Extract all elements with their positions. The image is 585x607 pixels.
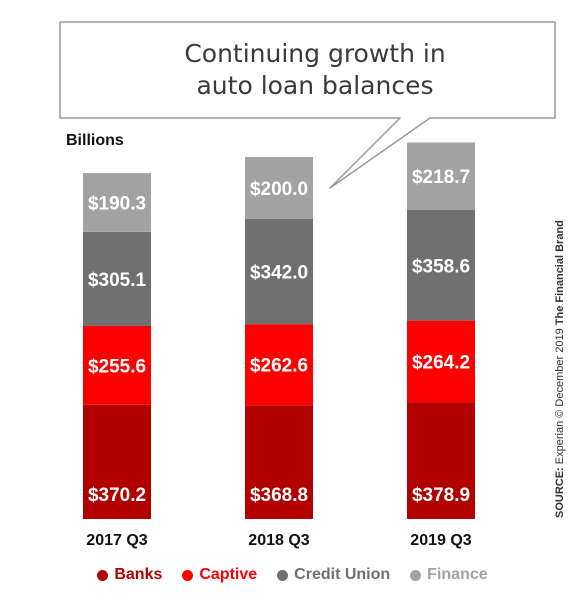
- bar-banks-2018-q3: [245, 405, 313, 519]
- data-label-finance-2018-q3: $200.0: [250, 179, 308, 200]
- bars-group: $370.2 $255.6 $305.1 $190.3 $368.8 $262.6 $342…: [83, 142, 475, 519]
- source-text: Experian © December 2019: [554, 325, 566, 468]
- bar-captive-2017-q3: [83, 325, 151, 405]
- x-tick-label: 2019 Q3: [410, 532, 471, 549]
- data-label-captive-2018-q3: $262.6: [250, 356, 308, 377]
- legend-item-credit-union: Credit Union: [277, 566, 390, 584]
- legend: Banks Captive Credit Union Finance: [0, 566, 585, 584]
- data-label-banks-2017-q3: $370.2: [88, 485, 146, 506]
- data-label-credit-union-2017-q3: $305.1: [88, 270, 147, 291]
- bar-captive-2018-q3: [245, 324, 313, 406]
- bar-credit-union-2017-q3: [83, 231, 151, 326]
- bar-banks-2019-q3: [407, 402, 475, 519]
- callout-bubble: [59, 21, 556, 189]
- bar-finance-2019-q3: [407, 142, 475, 210]
- callout-outline: [59, 21, 556, 189]
- bar-banks-2017-q3: [83, 404, 151, 519]
- legend-item-captive: Captive: [182, 566, 257, 584]
- data-label-finance-2019-q3: $218.7: [412, 167, 470, 188]
- x-tick-label: 2018 Q3: [248, 532, 309, 549]
- unit-label: Billions: [66, 132, 124, 149]
- data-label-credit-union-2018-q3: $342.0: [250, 262, 308, 283]
- legend-label: Banks: [114, 566, 163, 583]
- callout-text: Continuing growth in auto loan balances: [80, 38, 550, 102]
- x-tick-label: 2017 Q3: [86, 532, 147, 549]
- data-label-banks-2019-q3: $378.9: [412, 485, 470, 506]
- data-label-credit-union-2019-q3: $358.6: [412, 256, 470, 277]
- legend-dot-icon: [277, 569, 289, 581]
- legend-item-banks: Banks: [97, 566, 162, 584]
- legend-label: Credit Union: [294, 566, 391, 583]
- data-label-finance-2017-q3: $190.3: [88, 193, 146, 214]
- data-label-banks-2018-q3: $368.8: [250, 485, 308, 506]
- data-label-captive-2019-q3: $264.2: [412, 352, 470, 373]
- legend-label: Finance: [427, 566, 488, 583]
- bar-credit-union-2018-q3: [245, 218, 313, 325]
- bar-finance-2017-q3: [83, 173, 151, 232]
- source-note: SOURCE: Experian © December 2019 The Fin…: [554, 220, 566, 518]
- legend-dot-icon: [182, 569, 194, 581]
- legend-label: Captive: [199, 566, 258, 583]
- bar-credit-union-2019-q3: [407, 209, 475, 321]
- data-label-captive-2017-q3: $255.6: [88, 356, 146, 377]
- source-brand: The Financial Brand: [554, 220, 566, 326]
- legend-dot-icon: [97, 569, 109, 581]
- source-prefix: SOURCE:: [554, 467, 566, 518]
- legend-item-finance: Finance: [410, 566, 488, 584]
- bar-captive-2019-q3: [407, 320, 475, 403]
- callout-line-1: Continuing growth in: [184, 39, 446, 68]
- callout-line-2: auto loan balances: [196, 71, 434, 100]
- x-tick-labels: 2017 Q3 2018 Q3 2019 Q3: [86, 532, 471, 549]
- bar-finance-2018-q3: [245, 157, 313, 219]
- legend-dot-icon: [410, 569, 422, 581]
